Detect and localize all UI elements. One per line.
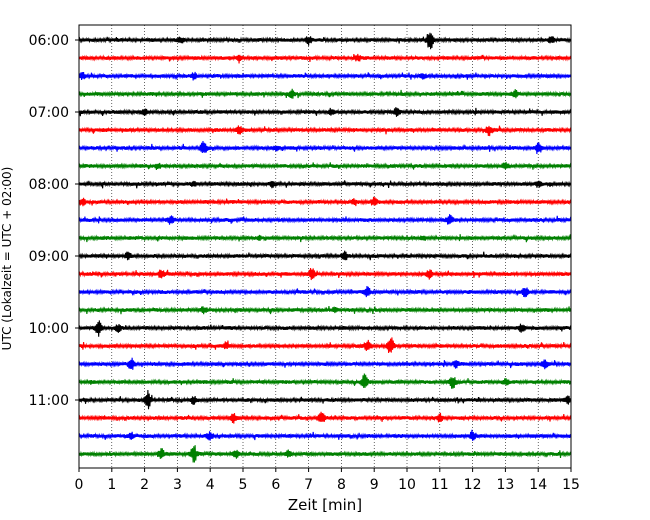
trace-8: [78, 180, 572, 189]
y-tick-label-09:00: 09:00: [29, 249, 69, 265]
x-tick-label-10: 10: [398, 477, 416, 493]
trace-6: [78, 140, 572, 154]
trace-10: [78, 214, 572, 225]
y-tick-label-06:00: 06:00: [29, 33, 69, 49]
y-tick-label-08:00: 08:00: [29, 177, 69, 193]
x-tick-label-8: 8: [337, 477, 346, 493]
x-tick-label-15: 15: [562, 477, 580, 493]
trace-11: [78, 234, 572, 243]
x-axis-label: Zeit [min]: [288, 496, 362, 514]
x-tick-label-13: 13: [496, 477, 514, 493]
x-tick-label-5: 5: [239, 477, 248, 493]
y-axis-ticks: 06:00 07:00 08:00 09:00 10:00 11:00: [29, 33, 79, 409]
trace-16: [78, 320, 572, 337]
y-tick-label-07:00: 07:00: [29, 105, 69, 121]
x-tick-label-3: 3: [173, 477, 182, 493]
x-tick-label-7: 7: [304, 477, 313, 493]
trace-18: [78, 357, 572, 370]
trace-2: [78, 71, 572, 81]
x-tick-label-6: 6: [271, 477, 280, 493]
trace-23: [78, 445, 572, 463]
x-tick-label-14: 14: [529, 477, 547, 493]
x-tick-label-12: 12: [464, 477, 482, 493]
x-tick-label-9: 9: [370, 477, 379, 493]
trace-7: [78, 161, 572, 170]
x-tick-label-1: 1: [107, 477, 116, 493]
x-tick-label-2: 2: [140, 477, 149, 493]
seismic-traces: [78, 32, 572, 463]
trace-4: [78, 107, 572, 117]
y-axis-label: UTC (Lokalzeit = UTC + 02:00): [0, 167, 14, 351]
trace-5: [78, 125, 572, 137]
x-tick-label-0: 0: [75, 477, 84, 493]
y-tick-label-10:00: 10:00: [29, 321, 69, 337]
trace-13: [78, 267, 572, 281]
trace-20: [78, 389, 572, 410]
x-axis-ticks: 0 1 2 3 4 5 6 7 8 9 10 11 12 13 14 15: [75, 468, 580, 493]
plot-frame: [78, 24, 572, 469]
y-tick-label-11:00: 11:00: [29, 393, 69, 409]
trace-3: [78, 88, 572, 99]
trace-15: [78, 305, 572, 315]
trace-0: [78, 32, 572, 50]
trace-19: [78, 373, 572, 389]
trace-14: [78, 285, 572, 298]
trace-22: [78, 429, 572, 441]
trace-17: [78, 337, 572, 354]
trace-12: [78, 250, 572, 261]
x-tick-label-11: 11: [431, 477, 449, 493]
trace-1: [78, 53, 572, 64]
trace-9: [78, 196, 572, 207]
trace-21: [78, 411, 572, 424]
x-tick-label-4: 4: [206, 477, 215, 493]
grid-lines: [111, 25, 539, 468]
